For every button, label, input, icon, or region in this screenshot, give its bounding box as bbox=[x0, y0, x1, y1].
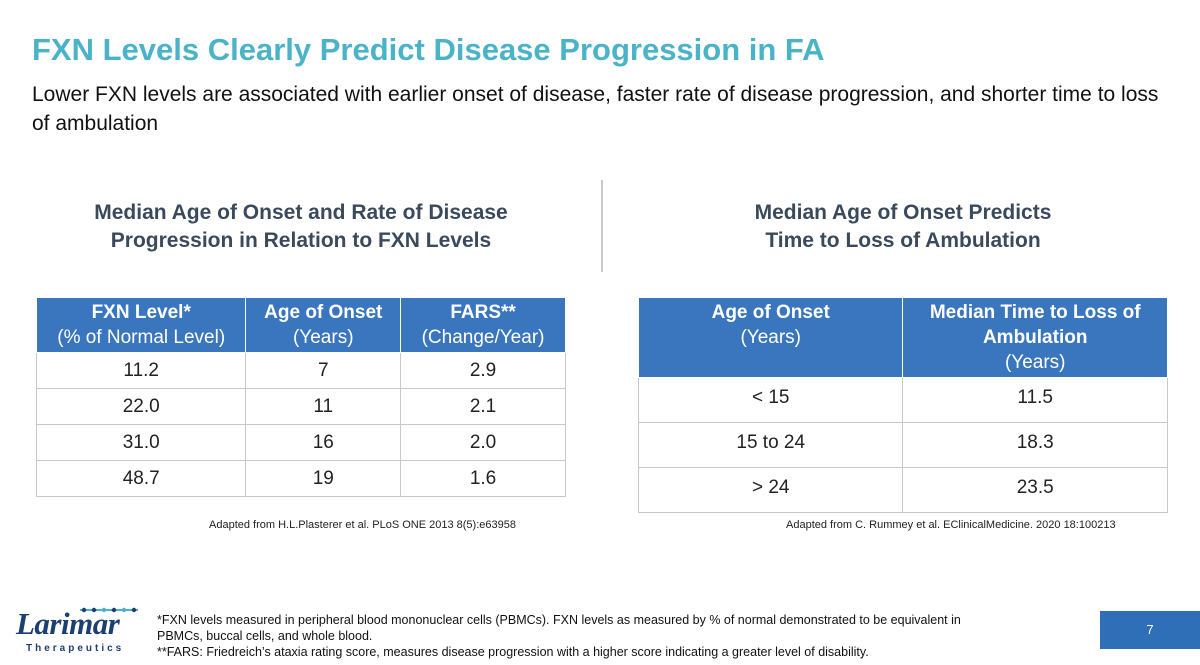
logo-wordmark: Larimar bbox=[16, 606, 120, 641]
table-header-row: FXN Level* (% of Normal Level) Age of On… bbox=[35, 297, 566, 353]
right-table-source: Adapted from C. Rummey et al. EClinicalM… bbox=[786, 519, 1116, 531]
logo-dots-icon bbox=[80, 607, 138, 613]
footnotes: *FXN levels measured in peripheral blood… bbox=[157, 612, 987, 660]
cell-age-of-onset: 7 bbox=[245, 352, 402, 389]
header-fxn-level-unit: (% of Normal Level) bbox=[57, 327, 226, 348]
cell-fxn-level: 11.2 bbox=[35, 352, 247, 389]
right-panel-title-line2: Time to Loss of Ambulation bbox=[765, 229, 1041, 252]
left-table-source: Adapted from H.L.Plasterer et al. PLoS O… bbox=[209, 519, 516, 531]
header-fars-unit: (Change/Year) bbox=[421, 327, 545, 348]
ambulation-table: Age of Onset (Years) Median Time to Loss… bbox=[637, 297, 1168, 513]
cell-fars: 2.1 bbox=[400, 388, 566, 425]
cell-age-of-onset: < 15 bbox=[637, 377, 904, 423]
cell-median-time: 23.5 bbox=[902, 467, 1168, 513]
table-row: 11.2 7 2.9 bbox=[35, 352, 566, 389]
header-median-time: Median Time to Loss of Ambulation (Years… bbox=[902, 297, 1168, 378]
cell-age-of-onset: 11 bbox=[245, 388, 402, 425]
header-age-of-onset-unit: (Years) bbox=[740, 327, 801, 348]
header-age-of-onset-title: Age of Onset bbox=[711, 302, 830, 323]
header-median-time-title: Median Time to Loss of Ambulation bbox=[929, 302, 1141, 348]
cell-age-of-onset: 16 bbox=[245, 424, 402, 461]
cell-age-of-onset: 19 bbox=[245, 460, 402, 497]
fxn-levels-table: FXN Level* (% of Normal Level) Age of On… bbox=[35, 297, 566, 497]
left-panel-title-line2: Progression in Relation to FXN Levels bbox=[110, 229, 492, 252]
panel-divider bbox=[601, 180, 603, 272]
table-row: 15 to 24 18.3 bbox=[637, 422, 1168, 468]
cell-fars: 2.9 bbox=[400, 352, 566, 389]
left-panel-title-line1: Median Age of Onset and Rate of Disease bbox=[94, 201, 508, 224]
table-row: 22.0 11 2.1 bbox=[35, 388, 566, 425]
cell-fars: 1.6 bbox=[400, 460, 566, 497]
footnote-fars: **FARS: Friedreich’s ataxia rating score… bbox=[157, 645, 869, 659]
cell-fxn-level: 22.0 bbox=[35, 388, 247, 425]
header-fars: FARS** (Change/Year) bbox=[400, 297, 566, 353]
left-panel-title: Median Age of Onset and Rate of Disease … bbox=[36, 199, 566, 255]
larimar-logo: Larimar Therapeutics bbox=[16, 606, 146, 660]
right-panel-title-line1: Median Age of Onset Predicts bbox=[754, 201, 1052, 224]
cell-median-time: 18.3 bbox=[902, 422, 1168, 468]
table-row: < 15 11.5 bbox=[637, 377, 1168, 423]
header-age-of-onset-unit: (Years) bbox=[292, 327, 354, 348]
table-row: 48.7 19 1.6 bbox=[35, 460, 566, 497]
header-age-of-onset: Age of Onset (Years) bbox=[637, 297, 904, 378]
logo-subtext: Therapeutics bbox=[26, 643, 125, 654]
cell-age-of-onset: > 24 bbox=[637, 467, 904, 513]
footnote-fxn: *FXN levels measured in peripheral blood… bbox=[157, 613, 961, 643]
slide-subtitle: Lower FXN levels are associated with ear… bbox=[32, 83, 1159, 135]
cell-age-of-onset: 15 to 24 bbox=[637, 422, 904, 468]
page-number: 7 bbox=[1100, 611, 1200, 649]
header-age-of-onset: Age of Onset (Years) bbox=[245, 297, 402, 353]
right-panel-title: Median Age of Onset Predicts Time to Los… bbox=[640, 199, 1166, 255]
cell-fars: 2.0 bbox=[400, 424, 566, 461]
cell-median-time: 11.5 bbox=[902, 377, 1168, 423]
header-fxn-level: FXN Level* (% of Normal Level) bbox=[35, 297, 247, 353]
cell-fxn-level: 48.7 bbox=[35, 460, 247, 497]
header-age-of-onset-title: Age of Onset bbox=[264, 302, 383, 323]
header-fars-title: FARS** bbox=[450, 302, 516, 323]
header-median-time-unit: (Years) bbox=[1004, 352, 1066, 373]
table-header-row: Age of Onset (Years) Median Time to Loss… bbox=[637, 297, 1168, 378]
table-row: 31.0 16 2.0 bbox=[35, 424, 566, 461]
table-row: > 24 23.5 bbox=[637, 467, 1168, 513]
header-fxn-level-title: FXN Level* bbox=[91, 302, 191, 323]
slide-title: FXN Levels Clearly Predict Disease Progr… bbox=[32, 32, 825, 67]
cell-fxn-level: 31.0 bbox=[35, 424, 247, 461]
